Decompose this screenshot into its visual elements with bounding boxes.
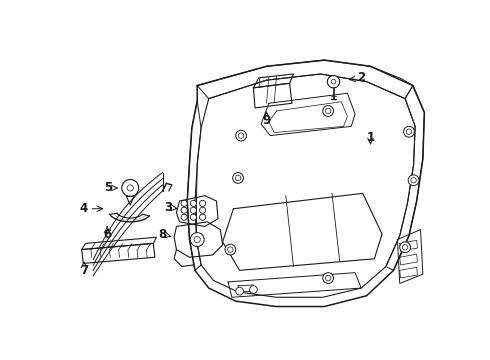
Circle shape: [194, 237, 200, 243]
Circle shape: [190, 233, 204, 247]
Circle shape: [323, 273, 334, 283]
Circle shape: [404, 126, 415, 137]
Circle shape: [127, 185, 133, 191]
Circle shape: [199, 200, 206, 206]
Circle shape: [327, 76, 340, 88]
Text: 1: 1: [367, 131, 374, 144]
Circle shape: [406, 129, 412, 134]
Circle shape: [325, 275, 331, 281]
Circle shape: [402, 244, 408, 250]
Circle shape: [235, 175, 241, 181]
Text: 2: 2: [357, 71, 366, 84]
Text: 6: 6: [103, 228, 111, 240]
Circle shape: [190, 200, 196, 206]
Circle shape: [408, 175, 419, 186]
Circle shape: [239, 133, 244, 138]
Circle shape: [190, 214, 196, 220]
Circle shape: [181, 200, 187, 206]
Circle shape: [411, 177, 416, 183]
Circle shape: [122, 180, 139, 197]
Text: 3: 3: [165, 201, 173, 214]
Circle shape: [236, 130, 246, 141]
Circle shape: [181, 207, 187, 213]
Circle shape: [225, 244, 236, 255]
Text: 7: 7: [80, 264, 88, 277]
Circle shape: [190, 207, 196, 213]
Circle shape: [325, 108, 331, 114]
Circle shape: [228, 247, 233, 252]
Text: 9: 9: [263, 114, 270, 127]
Circle shape: [400, 242, 411, 253]
Circle shape: [199, 214, 206, 220]
Text: 4: 4: [80, 202, 88, 215]
Text: 8: 8: [158, 228, 167, 240]
Circle shape: [323, 105, 334, 116]
Circle shape: [331, 80, 336, 84]
Circle shape: [199, 207, 206, 213]
Circle shape: [236, 287, 244, 295]
Circle shape: [233, 172, 244, 183]
Text: 5: 5: [104, 181, 113, 194]
Circle shape: [181, 214, 187, 220]
Circle shape: [249, 286, 257, 293]
